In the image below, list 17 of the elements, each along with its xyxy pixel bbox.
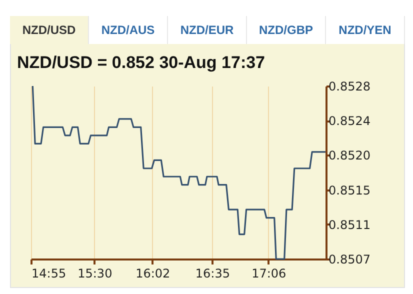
y-tick-label: 0.8528 [328, 80, 370, 94]
y-tick-label: 0.8524 [328, 114, 370, 128]
text: NZD/EUR [168, 16, 247, 44]
y-tick-label: 0.8511 [328, 218, 370, 232]
x-tick-label: 16:02 [136, 266, 170, 280]
x-tick-label: 15:30 [78, 266, 112, 280]
y-tick-label: 0.8520 [328, 148, 370, 163]
text: NZD/USD [10, 16, 89, 44]
text: NZD/YEN [326, 16, 405, 44]
y-tick-label: 0.8515 [328, 183, 370, 198]
x-tick-label: 14:55 [32, 266, 66, 280]
text: NZD/AUS [89, 16, 168, 44]
x-tick-label: 17:06 [252, 266, 286, 280]
chart-title: NZD/USD = 0.852 30-Aug 17:37 [17, 53, 266, 72]
y-tick-label: 0.8507 [328, 252, 370, 266]
text: NZD/GBP [247, 16, 326, 44]
x-tick-label: 16:35 [195, 266, 230, 280]
